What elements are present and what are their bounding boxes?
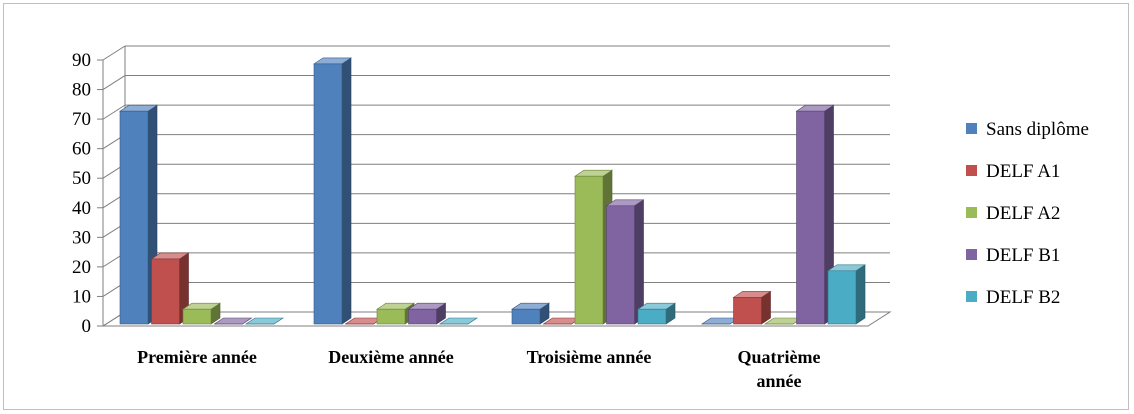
category-label: Quatrième année [738, 347, 821, 391]
bar-front [606, 205, 635, 325]
category-label: Première année [137, 347, 257, 367]
bar [313, 57, 352, 325]
bar [827, 264, 866, 325]
legend-item: DELF A1 [966, 161, 1060, 182]
gridline-side [102, 104, 126, 120]
legend-swatch [966, 207, 977, 218]
legend: Sans diplôme DELF A1 DELF A2 DELF B1 DELF B2 [966, 119, 1089, 308]
tick-label: 30 [72, 227, 91, 248]
bar-front [827, 270, 857, 325]
bar-side [634, 199, 644, 325]
legend-swatch [966, 165, 977, 176]
legend-label: Sans diplôme [986, 119, 1089, 140]
bar-front [313, 63, 343, 325]
bar [439, 317, 478, 325]
gridline-side [102, 45, 126, 61]
chart-floor [101, 46, 892, 327]
bar-front [182, 308, 212, 325]
legend-swatch [966, 249, 977, 260]
tick-label: 90 [72, 50, 91, 71]
category-label-line: année [757, 371, 802, 391]
category-label-line: Première année [137, 347, 257, 367]
category-label-line: Deuxième année [328, 347, 453, 367]
legend-label: DELF A2 [986, 203, 1060, 224]
legend-label: DELF A1 [986, 161, 1060, 182]
legend-label: DELF B1 [986, 245, 1060, 266]
bar [701, 317, 740, 325]
gridline-side [102, 75, 126, 90]
category-label: Troisième année [527, 347, 652, 367]
legend-swatch [966, 291, 977, 302]
tick-label: 40 [72, 198, 91, 219]
bar-front [376, 308, 406, 325]
tick-label: 10 [72, 286, 91, 307]
bar [407, 302, 447, 325]
legend-item: Sans diplôme [966, 119, 1089, 140]
legend-item: DELF B2 [966, 287, 1060, 308]
tick-label: 80 [72, 80, 91, 101]
gridlines [102, 45, 890, 327]
bar [605, 199, 645, 325]
bar [637, 302, 676, 325]
bar [511, 302, 550, 325]
bar-front [119, 110, 149, 325]
tick-label: 50 [72, 168, 91, 189]
legend-item: DELF B1 [966, 245, 1060, 266]
value-axis: 0 10 20 30 40 50 60 70 80 90 [72, 50, 103, 337]
bar-side [341, 57, 352, 325]
bar-front [733, 297, 762, 325]
legend-label: DELF B2 [986, 287, 1060, 308]
category-axis: Première année Deuxième année Troisième an… [137, 347, 820, 391]
bar-side [855, 264, 866, 325]
bar-front [408, 308, 437, 325]
legend-swatch [966, 123, 977, 134]
bar-front [796, 110, 825, 325]
category-label-line: Troisième année [527, 347, 652, 367]
category-label: Deuxième année [328, 347, 453, 367]
bars [119, 57, 866, 325]
category-label-line: Quatrième [738, 347, 821, 367]
tick-label: 60 [72, 139, 91, 160]
bar [732, 290, 772, 325]
bar [213, 317, 253, 325]
bar-front [574, 175, 604, 325]
bar-front [511, 308, 541, 325]
bar-front [151, 258, 180, 325]
legend-item: DELF A2 [966, 203, 1060, 224]
tick-label: 20 [72, 257, 91, 278]
tick-label: 70 [72, 109, 91, 130]
bar [150, 252, 190, 325]
bar [182, 302, 221, 325]
tick-label: 0 [82, 316, 92, 337]
chart-frame [3, 3, 1129, 410]
bar [245, 317, 284, 325]
bar-front [637, 308, 667, 325]
